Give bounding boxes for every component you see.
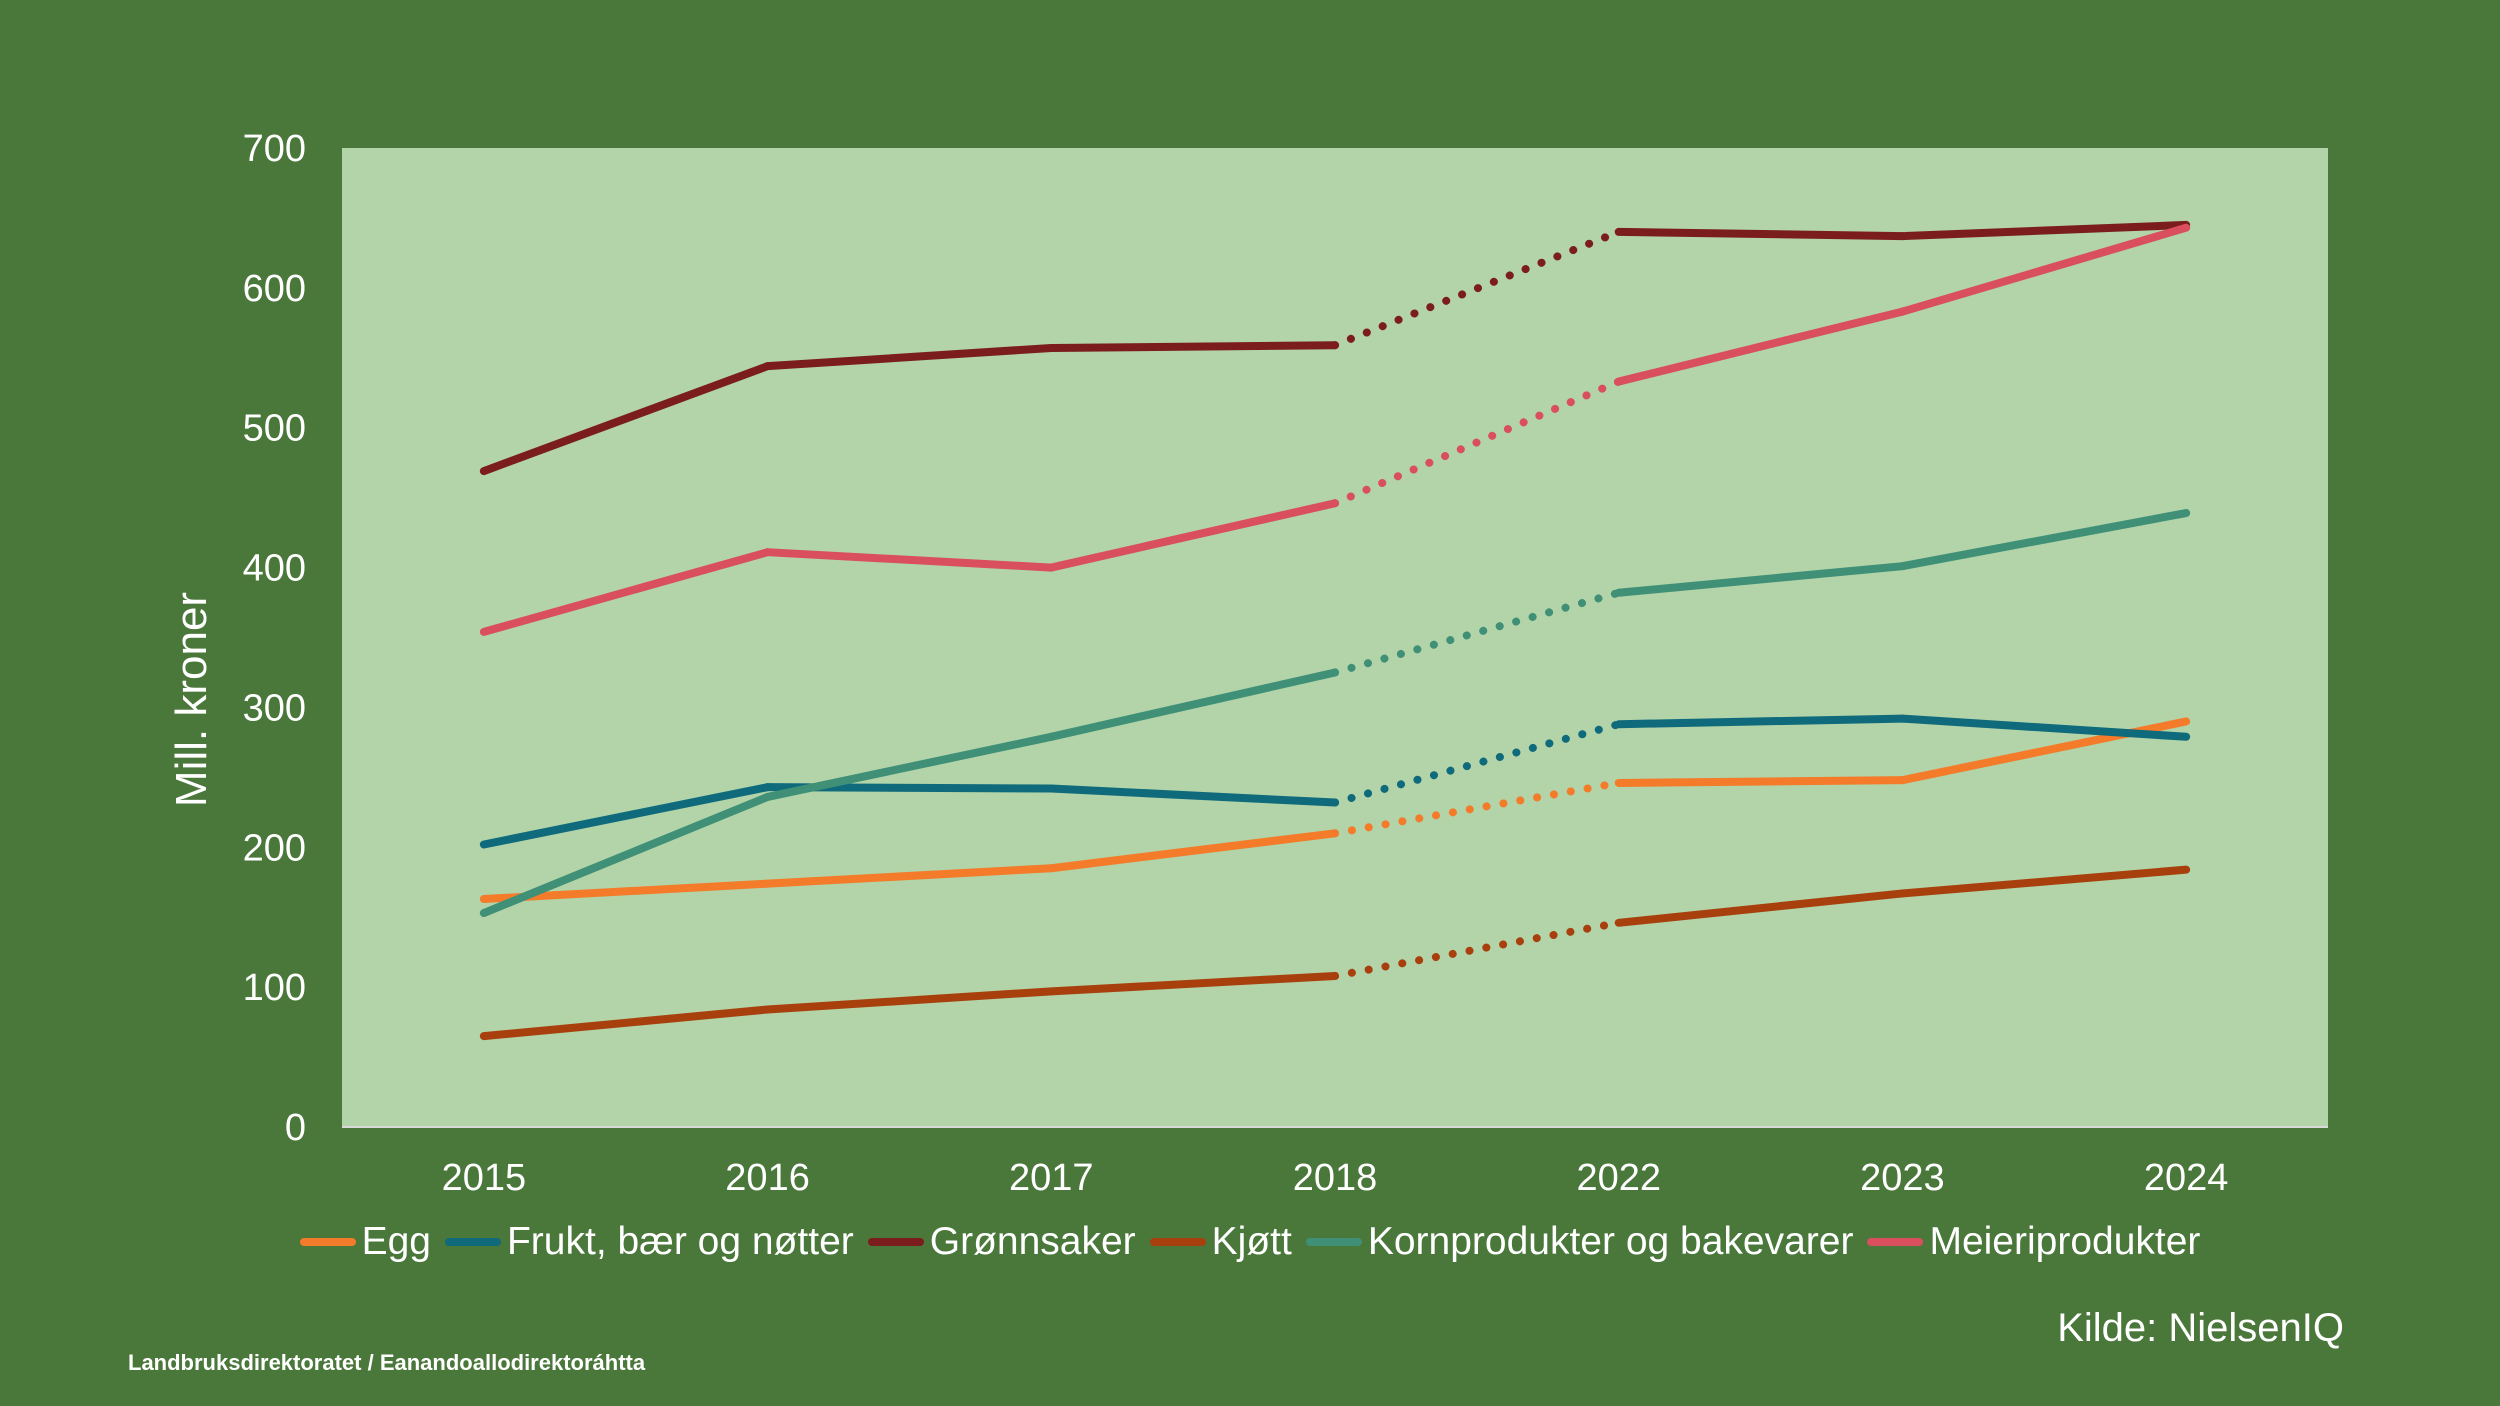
series-segment (763, 987, 1056, 1014)
legend: Egg Frukt, bær og nøtter Grønnsaker Kjøtt Ko… (0, 1220, 2500, 1264)
legend-label: Grønnsaker (929, 1220, 1136, 1263)
series-segment (763, 343, 1056, 371)
series-segment (1047, 829, 1339, 873)
legend-item: Frukt, bær og nøtter (444, 1220, 854, 1264)
series-segment (763, 864, 1056, 888)
legend-swatch (867, 1238, 924, 1246)
footer-credit: Landbruksdirektoratet / Eanandoallodirek… (128, 1350, 646, 1375)
plot-area (342, 148, 2328, 1127)
series-segment (763, 732, 1056, 801)
series-4 (479, 509, 2191, 918)
y-tick-label: 600 (243, 268, 306, 310)
series-segment (1047, 341, 1339, 352)
y-tick-label: 300 (243, 687, 306, 729)
x-tick-label: 2015 (442, 1157, 527, 1199)
legend-label: Meieriprodukter (1929, 1220, 2201, 1263)
series-segment-dotted (1331, 588, 1623, 677)
y-axis-title: Mill. kroner (167, 592, 216, 807)
series-layer (479, 220, 2191, 1041)
series-segment (1047, 784, 1339, 807)
series-segment (1898, 509, 2191, 571)
series-segment (1047, 668, 1339, 741)
legend-label: Kornprodukter og bakevarer (1367, 1220, 1854, 1263)
legend-swatch (1305, 1238, 1362, 1246)
y-tick-label: 200 (243, 827, 306, 869)
legend-label: Kjøtt (1211, 1220, 1292, 1263)
y-tick-label: 500 (243, 408, 306, 450)
series-segment (1614, 714, 1907, 729)
x-tick-label: 2023 (1860, 1157, 1945, 1199)
series-segment (1898, 865, 2191, 898)
series-segment-dotted (1331, 377, 1623, 508)
series-segment (1614, 307, 1907, 386)
series-segment (1047, 499, 1339, 572)
series-segment-dotted (1331, 918, 1623, 980)
legend-swatch (444, 1238, 501, 1246)
series-segment (479, 1005, 772, 1041)
legend-label: Frukt, bær og nøtter (506, 1220, 854, 1263)
series-segment-dotted (1331, 227, 1623, 350)
series-segment (479, 792, 772, 918)
series-segment (1898, 220, 2191, 241)
legend-label: Egg (361, 1220, 431, 1263)
series-segment (479, 548, 772, 636)
series-5 (479, 223, 2191, 636)
x-tick-label: 2022 (1576, 1157, 1661, 1199)
y-tick-label: 0 (285, 1107, 306, 1149)
series-segment (763, 548, 1056, 572)
legend-item: Kornprodukter og bakevarer (1305, 1220, 1854, 1264)
series-segment (1047, 971, 1339, 996)
legend-swatch (1867, 1238, 1924, 1246)
x-tick-label: 2018 (1293, 1157, 1378, 1199)
y-tick-label: 100 (243, 967, 306, 1009)
series-2 (479, 220, 2191, 476)
series-segment-dotted (1331, 778, 1623, 838)
legend-item: Kjøtt (1149, 1220, 1292, 1264)
legend-item: Grønnsaker (867, 1220, 1136, 1264)
axes: 0 100 200 300 400 500 600 700 2015 2016 2017 2018 20… (243, 128, 2328, 1199)
series-segment (479, 362, 772, 476)
series-segment (1898, 714, 2191, 741)
y-tick-label: 400 (243, 548, 306, 590)
legend-item: Egg (299, 1220, 431, 1264)
source-note: Kilde: NielsenIQ (2057, 1306, 2344, 1350)
x-tick-label: 2016 (725, 1157, 810, 1199)
legend-swatch (1149, 1238, 1206, 1246)
series-segment (1614, 776, 1907, 787)
legend-item: Meieriprodukter (1867, 1220, 2200, 1264)
x-tick-label: 2024 (2144, 1157, 2229, 1199)
y-tick-label: 700 (243, 128, 306, 170)
series-segment (1898, 223, 2191, 316)
series-segment (1614, 562, 1907, 597)
series-segment (479, 783, 772, 849)
legend-swatch (299, 1238, 356, 1246)
series-segment (1614, 889, 1907, 927)
series-segment (1614, 227, 1907, 241)
series-3 (479, 865, 2191, 1041)
series-segment-dotted (1331, 720, 1623, 807)
x-tick-label: 2017 (1009, 1157, 1094, 1199)
